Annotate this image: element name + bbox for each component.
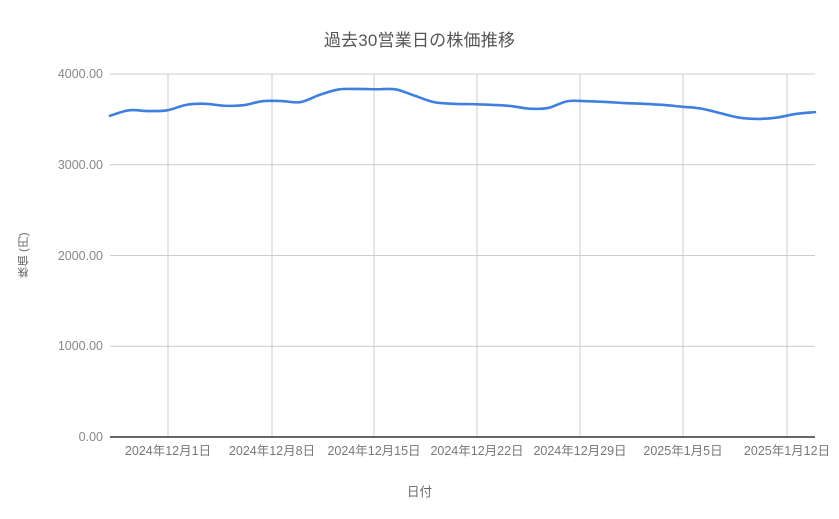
plot-svg	[108, 73, 817, 438]
y-tick-label: 4000.00	[57, 67, 103, 81]
y-tick-label: 0.00	[78, 430, 103, 444]
y-tick-label: 1000.00	[57, 339, 103, 354]
y-axis-title: 株価 (円)	[18, 232, 30, 279]
x-tick-label: 2024年12月15日	[327, 444, 421, 458]
y-tick-label: 3000.00	[57, 157, 103, 172]
x-tick-label: 2025年1月12日	[743, 444, 831, 458]
x-tick-label: 2025年1月5日	[643, 444, 723, 458]
x-tick-label: 2024年12月8日	[228, 444, 316, 458]
y-tick-label: 2000.00	[57, 248, 103, 263]
x-axis-tick-labels: 2024年12月1日 2024年12月8日 2024年12月15日 2024年12月2…	[0, 444, 839, 464]
x-axis-title: 日付	[406, 485, 432, 499]
plot-area	[108, 73, 817, 438]
x-tick-label: 2024年12月29日	[533, 444, 627, 458]
price-line-series	[108, 87, 817, 121]
y-axis-tick-labels: 0.00 1000.00 2000.00 3000.00 4000.00	[0, 0, 103, 519]
grid-lines	[110, 73, 815, 437]
chart-title: 過去30営業日の株価推移	[323, 31, 516, 50]
x-tick-label: 2024年12月22日	[430, 444, 524, 458]
x-tick-label: 2024年12月1日	[124, 444, 212, 458]
